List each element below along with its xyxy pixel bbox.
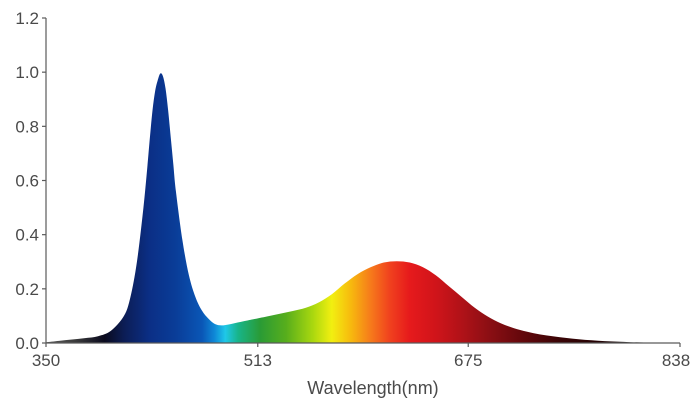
x-tick-label: 350 <box>32 351 60 370</box>
y-tick-label: 0.4 <box>15 226 39 245</box>
y-tick-label: 0.0 <box>15 334 39 353</box>
y-tick-label: 0.8 <box>15 117 39 136</box>
y-tick-label: 0.6 <box>15 172 39 191</box>
x-axis-title: Wavelength(nm) <box>307 378 438 398</box>
y-tick-label: 1.0 <box>15 63 39 82</box>
x-tick-label: 513 <box>244 351 272 370</box>
plot-area <box>46 73 680 343</box>
spectrum-area <box>46 73 680 343</box>
y-tick-label: 0.2 <box>15 280 39 299</box>
x-tick-label: 838 <box>662 351 690 370</box>
axes <box>42 17 681 347</box>
x-tick-label: 675 <box>454 351 482 370</box>
y-tick-label: 1.2 <box>15 9 39 28</box>
tick-labels: 0.0 0.2 0.4 0.6 0.8 1.0 1.2 350 513 675 838 <box>15 9 690 370</box>
